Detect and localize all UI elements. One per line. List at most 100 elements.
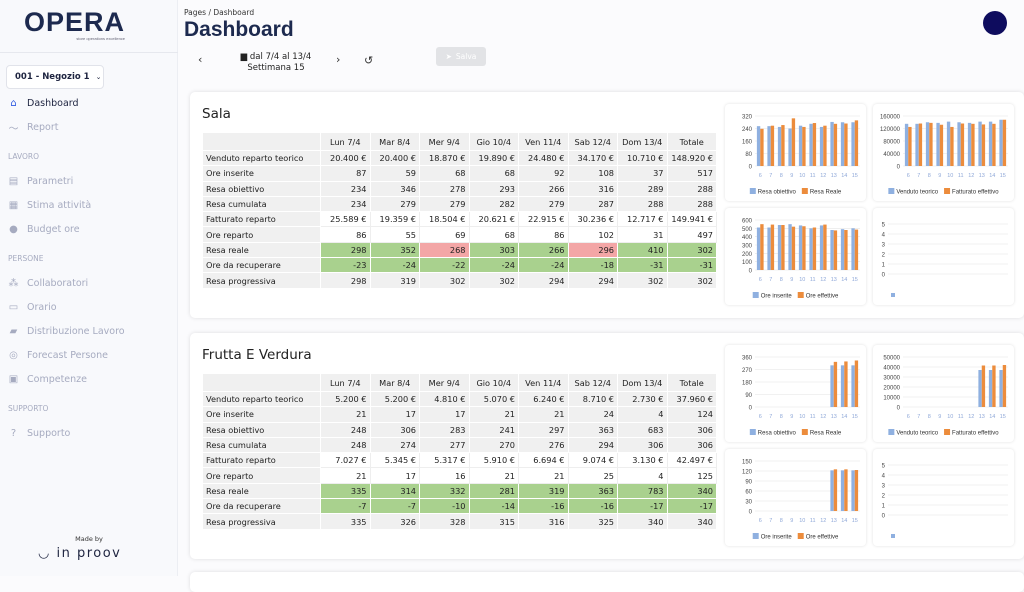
table-cell: 248 [320, 421, 371, 438]
inproov-logo[interactable]: ◡ in proov [38, 546, 121, 561]
sidebar-item-report[interactable]: 〜 Report [8, 122, 59, 135]
table-row: Fatturato reparto 25.589 €19.359 €18.504 … [202, 211, 717, 228]
x-tick-label: 7 [769, 518, 772, 524]
x-tick-label: 7 [917, 414, 920, 420]
bar-resa-obiettivo [851, 122, 855, 166]
bar-resa-reale [802, 126, 806, 166]
made-by-label: Made by [75, 535, 103, 543]
logo-text: OPERA [24, 7, 126, 37]
sidebar-item-supporto[interactable]: ? Supporto [8, 428, 71, 439]
x-tick-label: 9 [938, 414, 941, 420]
bar-resa-obiettivo [830, 365, 834, 407]
table-cell: 306 [666, 421, 717, 438]
table-cell: 783 [617, 482, 668, 500]
x-tick-label: 11 [810, 173, 816, 179]
table-row: Resa reale 298 352 268 303 266 296 410 302 [202, 241, 717, 259]
sidebar-item-stima-attivit-[interactable]: ▦ Stima attività [8, 200, 91, 211]
x-tick-label: 15 [852, 277, 858, 283]
row-label: Resa progressiva [202, 513, 321, 530]
next-week-button[interactable]: › [336, 53, 341, 66]
save-label: Salva [455, 52, 477, 61]
legend-swatch [888, 188, 895, 194]
y-tick-label: 150 [742, 460, 753, 466]
table-cell: 683 [617, 421, 668, 438]
table-cell: 335 [320, 513, 371, 530]
bar-ore-inserite [830, 230, 834, 270]
people-icon: ⁂ [8, 278, 19, 289]
sidebar-item-label: Report [27, 122, 59, 133]
sidebar-item-distribuzione-lavoro[interactable]: ▰ Distribuzione Lavoro [8, 326, 125, 337]
sidebar-item-budget-ore[interactable]: ● Budget ore [8, 224, 79, 235]
table-cell: 30.236 € [567, 211, 618, 228]
x-tick-label: 10 [799, 173, 805, 179]
x-tick-label: 10 [799, 414, 805, 420]
bar-venduto-teorico [988, 121, 993, 166]
column-header: Totale [666, 373, 717, 392]
y-tick-label: 4 [882, 474, 886, 480]
table-cell: -18 [567, 257, 618, 274]
table-cell: 234 [320, 195, 371, 213]
table-cell: 86 [320, 226, 371, 243]
column-header: Mer 9/4 [419, 132, 470, 151]
table-cell: 282 [468, 195, 519, 213]
bar-chart: 0 100 200 300 400 500 600 6 7 8 9 10 11 12 13 14 15 Ore i… [725, 208, 866, 305]
bar-fatturato-effettivo [908, 126, 912, 166]
y-tick-label: 180 [742, 381, 753, 387]
bar-venduto-teorico [999, 119, 1003, 166]
table-cell: 283 [419, 421, 470, 438]
sidebar-item-collaboratori[interactable]: ⁂ Collaboratori [8, 278, 89, 289]
y-tick-label: 120000 [880, 127, 901, 133]
table-cell: 306 [666, 436, 717, 454]
table-cell: 279 [518, 195, 569, 213]
legend-swatch [944, 188, 951, 194]
sidebar-item-forecast-persone[interactable]: ◎ Forecast Persone [8, 350, 108, 361]
sidebar-item-competenze[interactable]: ▣ Competenze [8, 374, 87, 385]
week-range: dal 7/4 al 13/4 [249, 52, 312, 62]
table-cell: 319 [369, 272, 420, 289]
table-cell: -17 [666, 498, 717, 515]
x-tick-label: 6 [907, 173, 910, 179]
bar-ore-effettive [791, 226, 796, 270]
y-tick-label: 3 [882, 243, 886, 249]
table-cell: 68 [468, 226, 519, 243]
bar-venduto-teorico [988, 370, 993, 407]
y-tick-label: 0 [897, 406, 901, 412]
y-tick-label: 320 [742, 115, 753, 121]
prev-week-button[interactable]: ‹ [198, 53, 203, 66]
table-cell: 266 [518, 180, 569, 197]
table-cell: 340 [666, 482, 717, 500]
table-cell: 303 [468, 241, 519, 259]
table-cell: 17 [419, 406, 470, 423]
x-tick-label: 6 [759, 277, 762, 283]
history-icon[interactable]: ↺ [364, 54, 374, 67]
table-cell: 315 [468, 513, 519, 530]
bar-venduto-teorico [946, 121, 951, 166]
sidebar-item-parametri[interactable]: ▤ Parametri [8, 176, 73, 187]
row-label: Venduto reparto teorico [202, 390, 321, 408]
bar-ore-inserite [830, 470, 834, 511]
bar-venduto-teorico [915, 123, 919, 166]
table-cell: 6.694 € [518, 452, 569, 469]
row-label: Venduto reparto teorico [202, 149, 321, 167]
table-cell: -24 [369, 257, 420, 274]
row-label: Resa reale [202, 241, 321, 259]
legend-swatch [888, 429, 895, 435]
bar-resa-obiettivo [851, 365, 855, 407]
table-cell: 12.717 € [617, 211, 668, 228]
sidebar-item-dashboard[interactable]: ⌂ Dashboard [8, 98, 78, 109]
bar-ore-inserite [777, 225, 782, 270]
x-tick-label: 13 [831, 277, 837, 283]
bar-fatturato-effettivo [939, 124, 944, 166]
table-cell: 5.200 € [320, 390, 371, 408]
sidebar-item-label: Forecast Persone [27, 350, 108, 361]
store-selector[interactable]: 001 - Negozio 1 ⌄ [6, 65, 104, 89]
sidebar-item-orario[interactable]: ▭ Orario [8, 302, 57, 313]
breadcrumb-pages[interactable]: Pages [184, 8, 207, 17]
row-label: Resa obiettivo [202, 180, 321, 197]
save-button[interactable]: ➤ Salva [436, 47, 486, 66]
table-cell: 277 [419, 436, 470, 454]
avatar[interactable] [983, 11, 1007, 35]
inproov-text: in proov [56, 546, 122, 561]
table-cell: 497 [666, 226, 717, 243]
opera-logo[interactable]: OPERA store operations excellence [24, 8, 125, 41]
